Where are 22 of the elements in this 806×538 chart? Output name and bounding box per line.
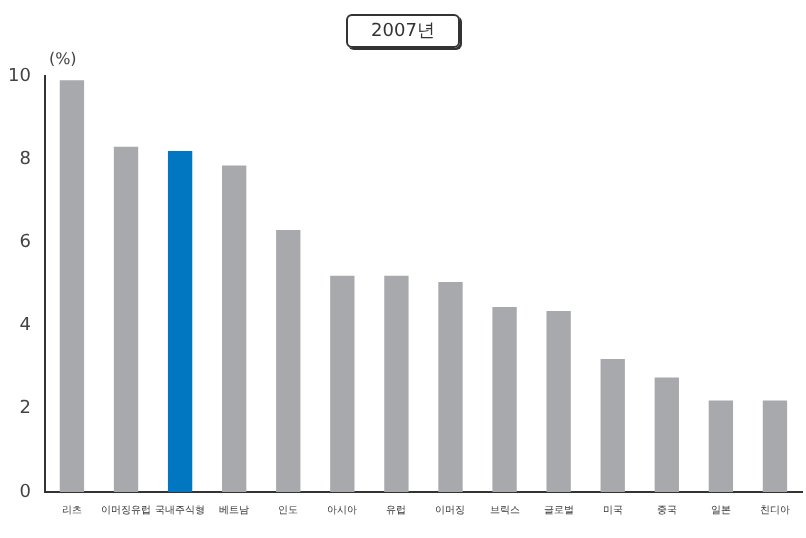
bar (276, 229, 301, 492)
bar (708, 400, 734, 492)
bar (546, 311, 571, 492)
bar (438, 281, 463, 492)
bar (654, 377, 679, 492)
chart-title: 2007년 (345, 14, 461, 48)
y-tick-label: 2 (19, 399, 31, 420)
bar (59, 80, 85, 492)
bar (113, 146, 139, 492)
bar (167, 150, 193, 492)
bar (492, 306, 517, 492)
y-tick-label: 10 (8, 66, 32, 87)
bar (762, 400, 788, 492)
y-tick-label: 4 (19, 316, 32, 337)
y-tick-label: 6 (19, 233, 32, 254)
bar (600, 358, 625, 492)
bar (330, 275, 355, 492)
y-axis-title: (%) (48, 50, 77, 69)
bar (222, 165, 247, 492)
bar (384, 275, 409, 492)
y-tick-label: 8 (19, 149, 32, 170)
y-tick-label: 0 (19, 482, 32, 503)
